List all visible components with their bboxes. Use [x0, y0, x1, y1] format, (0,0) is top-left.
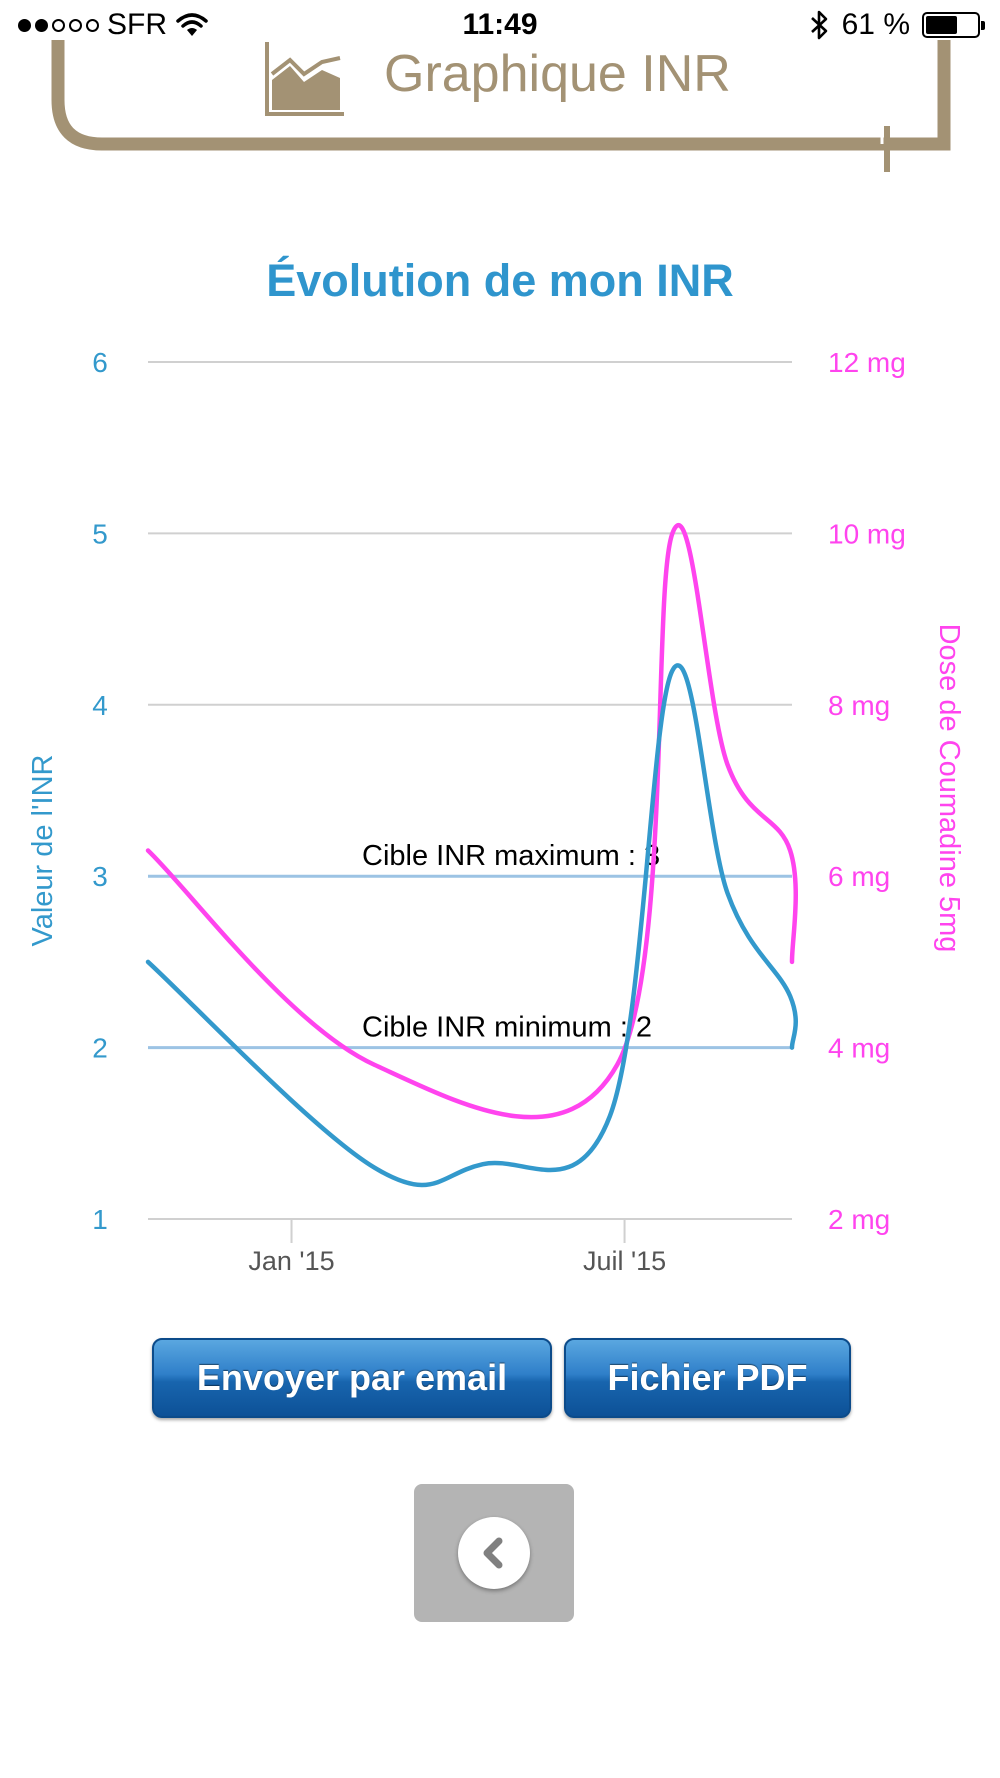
x-tick-label: Jan '15: [248, 1246, 334, 1276]
pdf-file-button[interactable]: Fichier PDF: [564, 1338, 851, 1418]
y2-tick-label: 6 mg: [828, 861, 890, 892]
inr-chart: 1 2 3 4 5 6 2 mg 4 mg 6 mg 8 mg 10 mg 12 mg Cible IN…: [27, 347, 965, 1276]
battery-percent: 61 %: [841, 8, 910, 41]
y2-axis-title: Dose de Coumadine 5mg: [933, 624, 965, 953]
header-title: Graphique INR: [384, 45, 731, 103]
y-tick-label: 5: [92, 518, 108, 549]
x-tick-label: Juil '15: [583, 1246, 666, 1276]
carrier-group: SFR: [18, 8, 209, 42]
clock: 11:49: [462, 8, 538, 41]
y2-tick-label: 8 mg: [828, 690, 890, 721]
status-right-group: 61 %: [808, 8, 985, 42]
wifi-icon: [176, 13, 208, 36]
y-tick-label: 6: [92, 347, 108, 378]
status-bar: SFR 11:49 61 %: [0, 0, 1000, 56]
y-tick-label: 1: [92, 1204, 108, 1235]
dose-series-line: [145, 522, 799, 1120]
target-label: Cible INR minimum : 2: [362, 1012, 652, 1044]
chart-title: Évolution de mon INR: [266, 255, 734, 306]
header-frame: [51, 40, 951, 172]
y-tick-label: 2: [92, 1033, 108, 1064]
y-tick-label: 3: [92, 861, 108, 892]
battery-icon: [922, 12, 985, 38]
y2-tick-label: 2 mg: [828, 1204, 890, 1235]
y2-tick-label: 4 mg: [828, 1033, 890, 1064]
send-email-button[interactable]: Envoyer par email: [152, 1338, 552, 1418]
y-tick-label: 4: [92, 690, 108, 721]
y2-tick-label: 12 mg: [828, 347, 906, 378]
bluetooth-icon: [810, 10, 827, 40]
signal-strength-icon: [18, 18, 99, 32]
carrier-name: SFR: [107, 8, 167, 41]
y2-tick-label: 10 mg: [828, 518, 906, 549]
chart-icon: [265, 42, 344, 116]
inr-series-line: [145, 663, 798, 1188]
y-axis-title: Valeur de l'INR: [27, 755, 59, 947]
back-button[interactable]: [414, 1484, 574, 1622]
target-label: Cible INR maximum : 3: [362, 840, 660, 872]
back-chevron-icon: [458, 1517, 530, 1589]
